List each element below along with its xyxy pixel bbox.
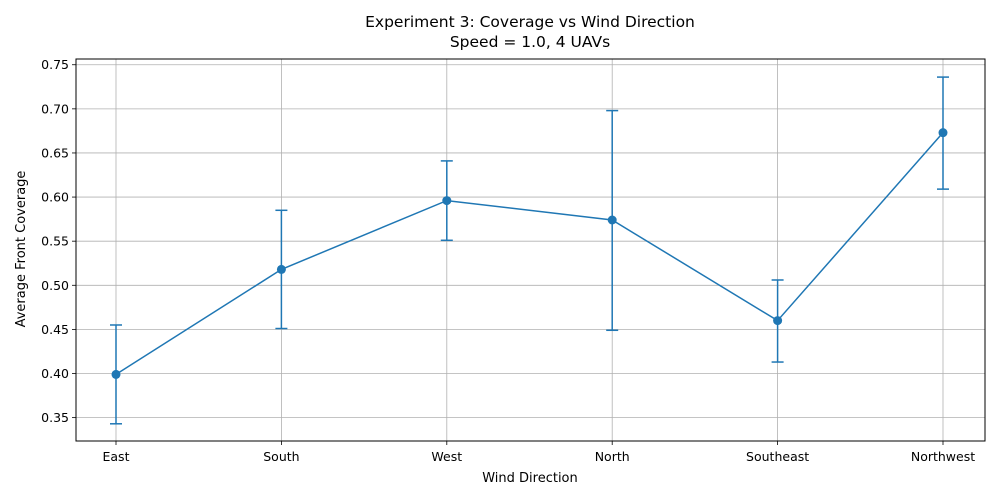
y-axis-label: Average Front Coverage [14, 171, 29, 328]
chart-title: Experiment 3: Coverage vs Wind Direction [365, 13, 695, 31]
chart-subtitle: Speed = 1.0, 4 UAVs [450, 33, 610, 51]
data-point [276, 264, 286, 274]
y-tick-label: 0.60 [41, 190, 69, 205]
y-tick-label: 0.50 [41, 278, 69, 293]
data-point [111, 369, 121, 379]
data-point [938, 128, 948, 138]
series-line [115, 132, 944, 376]
y-tick-label: 0.70 [41, 101, 69, 116]
plot-frame [75, 58, 986, 442]
data-point [607, 215, 617, 225]
data-point [773, 316, 783, 326]
y-tick-label: 0.45 [41, 322, 69, 337]
x-tick-label: North [595, 449, 630, 464]
x-tick-label: South [263, 449, 299, 464]
x-tick-label: East [103, 449, 130, 464]
x-tick-label: West [431, 449, 462, 464]
y-tick-label: 0.65 [41, 145, 69, 160]
y-tick-label: 0.75 [41, 57, 69, 72]
y-tick-label: 0.40 [41, 366, 69, 381]
x-axis-label: Wind Direction [482, 471, 578, 486]
y-tick-label: 0.55 [41, 234, 69, 249]
grid [76, 59, 985, 441]
x-tick-label: Northwest [911, 449, 975, 464]
data-point [442, 196, 452, 206]
x-tick-label: Southeast [746, 449, 809, 464]
series-layer [110, 76, 949, 425]
y-tick-label: 0.35 [41, 410, 69, 425]
axis-ticks: East South West North Southeast Northwest 0.35… [41, 57, 975, 464]
